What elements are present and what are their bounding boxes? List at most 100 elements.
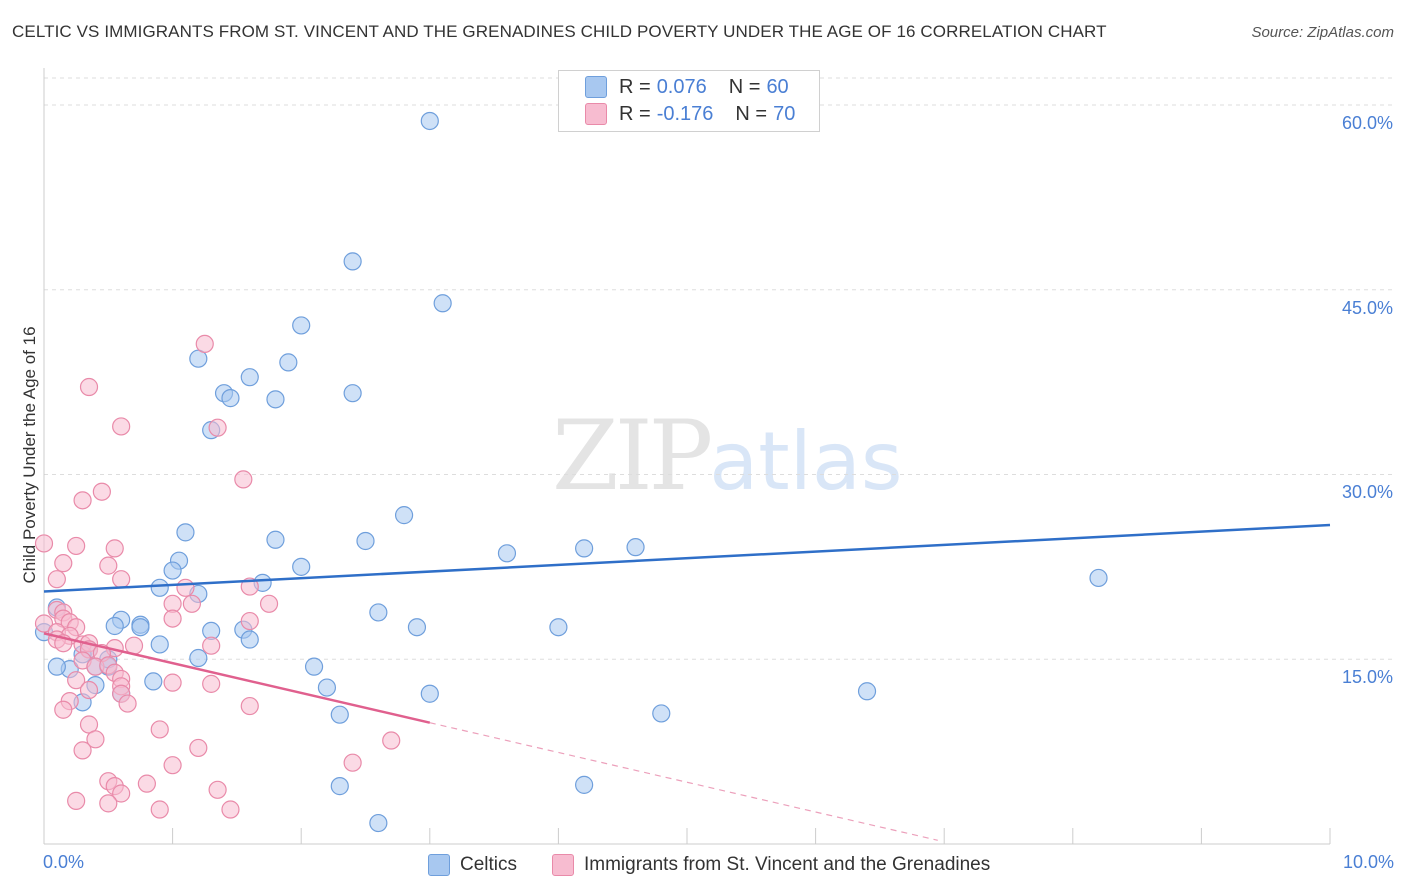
immigrants-point (163, 673, 182, 692)
immigrants-trend-line (43, 632, 431, 724)
celtics-point (575, 539, 594, 558)
immigrants-point (182, 594, 201, 613)
celtics-point (1089, 568, 1108, 588)
celtics-point (343, 384, 362, 403)
celtics-point (356, 531, 375, 551)
immigrants-point (34, 534, 54, 553)
celtics-point (266, 390, 285, 409)
source-credit: Source: ZipAtlas.com (1251, 24, 1394, 41)
immigrants-point (99, 794, 118, 813)
immigrants-point (67, 671, 86, 690)
immigrants-point (221, 800, 240, 819)
immigrants-point (234, 470, 253, 489)
celtics-point (343, 252, 362, 271)
celtics-point (304, 657, 324, 676)
immigrants-point (73, 491, 92, 510)
legend-n-label: N = (728, 75, 761, 98)
celtics-point (189, 648, 208, 668)
celtics-point (292, 316, 311, 335)
y-tick-label: 45.0% (1341, 297, 1393, 318)
legend-n-value: 60 (766, 75, 789, 98)
legend-swatch-immigrants (585, 103, 607, 125)
immigrants-point (195, 334, 214, 354)
series-swatch-immigrants (552, 854, 574, 876)
legend-row-immigrants: R = -0.176 N = 70 (585, 101, 795, 127)
celtics-point (105, 616, 124, 636)
celtics-point (420, 684, 439, 703)
legend-n-value: 70 (773, 102, 796, 125)
immigrants-point (163, 756, 182, 775)
celtics-point (150, 578, 169, 597)
immigrants-point (86, 730, 105, 749)
immigrants-point (163, 609, 182, 628)
immigrants-point (202, 674, 221, 693)
celtics-point (240, 630, 259, 649)
celtics-point (857, 682, 877, 701)
celtics-point (144, 672, 163, 691)
immigrants-point (99, 556, 118, 575)
celtics-point (47, 657, 66, 676)
watermark-atlas: atlas (709, 415, 903, 508)
immigrants-point (202, 636, 221, 655)
series-label-immigrants: Immigrants from St. Vincent and the Gren… (584, 854, 991, 875)
immigrants-point (137, 774, 156, 793)
celtics-point (626, 538, 645, 557)
legend-n-label: N = (735, 102, 768, 125)
celtics-point (330, 705, 349, 724)
immigrants-point (382, 731, 401, 750)
celtics-point (131, 618, 150, 637)
immigrants-point (67, 791, 86, 810)
correlation-legend: R = 0.076 N = 60 R = -0.176 N = 70 (558, 70, 820, 132)
immigrants-point (112, 570, 131, 589)
legend-r-value: -0.176 (656, 102, 714, 125)
immigrants-point (343, 753, 362, 772)
immigrants-point (105, 539, 124, 558)
celtics-point (163, 561, 182, 580)
legend-r-label: R = (619, 102, 651, 125)
immigrants-point (208, 780, 227, 799)
grid-lines (44, 77, 1392, 660)
x-tick-label: 0.0% (43, 852, 85, 872)
y-axis-title: Child Poverty Under the Age of 16 (20, 326, 39, 584)
y-tick-label: 30.0% (1341, 482, 1393, 503)
celtics-trend-line (43, 523, 1331, 593)
celtics-point (549, 618, 568, 637)
series-swatch-celtics (428, 854, 450, 876)
immigrants-point (92, 482, 111, 501)
celtics-point (176, 523, 195, 542)
y-tick-label: 15.0% (1341, 667, 1393, 688)
immigrants-trend-extension (429, 722, 938, 841)
immigrants-point (240, 611, 259, 631)
celtics-point (279, 353, 298, 372)
immigrants-point (118, 694, 137, 713)
immigrants-point (240, 696, 259, 716)
watermark-zip: ZIP (552, 400, 713, 512)
celtics-point (407, 618, 427, 637)
immigrants-point (54, 554, 73, 573)
celtics-points (34, 111, 1108, 833)
immigrants-point (73, 741, 92, 760)
immigrants-point (79, 377, 99, 397)
immigrants-point (208, 418, 227, 437)
immigrants-point (79, 680, 99, 700)
immigrants-point (67, 536, 86, 556)
legend-swatch-celtics (585, 76, 607, 98)
series-legend-immigrants: Immigrants from St. Vincent and the Gren… (552, 852, 990, 878)
immigrants-point (54, 700, 73, 719)
celtics-point (317, 678, 337, 697)
celtics-point (266, 530, 285, 549)
celtics-point (420, 111, 439, 131)
celtics-point (575, 775, 594, 794)
celtics-point (652, 704, 671, 723)
celtics-point (240, 368, 259, 387)
y-tick-label: 60.0% (1341, 112, 1393, 133)
legend-row-celtics: R = 0.076 N = 60 (585, 74, 789, 100)
immigrants-point (34, 614, 54, 633)
axes (43, 68, 1331, 845)
celtics-point (150, 635, 169, 654)
immigrants-point (150, 800, 169, 819)
x-tick-label: 10.0% (1342, 852, 1394, 872)
immigrants-point (47, 570, 66, 589)
immigrants-point (150, 720, 169, 739)
celtics-point (292, 557, 311, 576)
